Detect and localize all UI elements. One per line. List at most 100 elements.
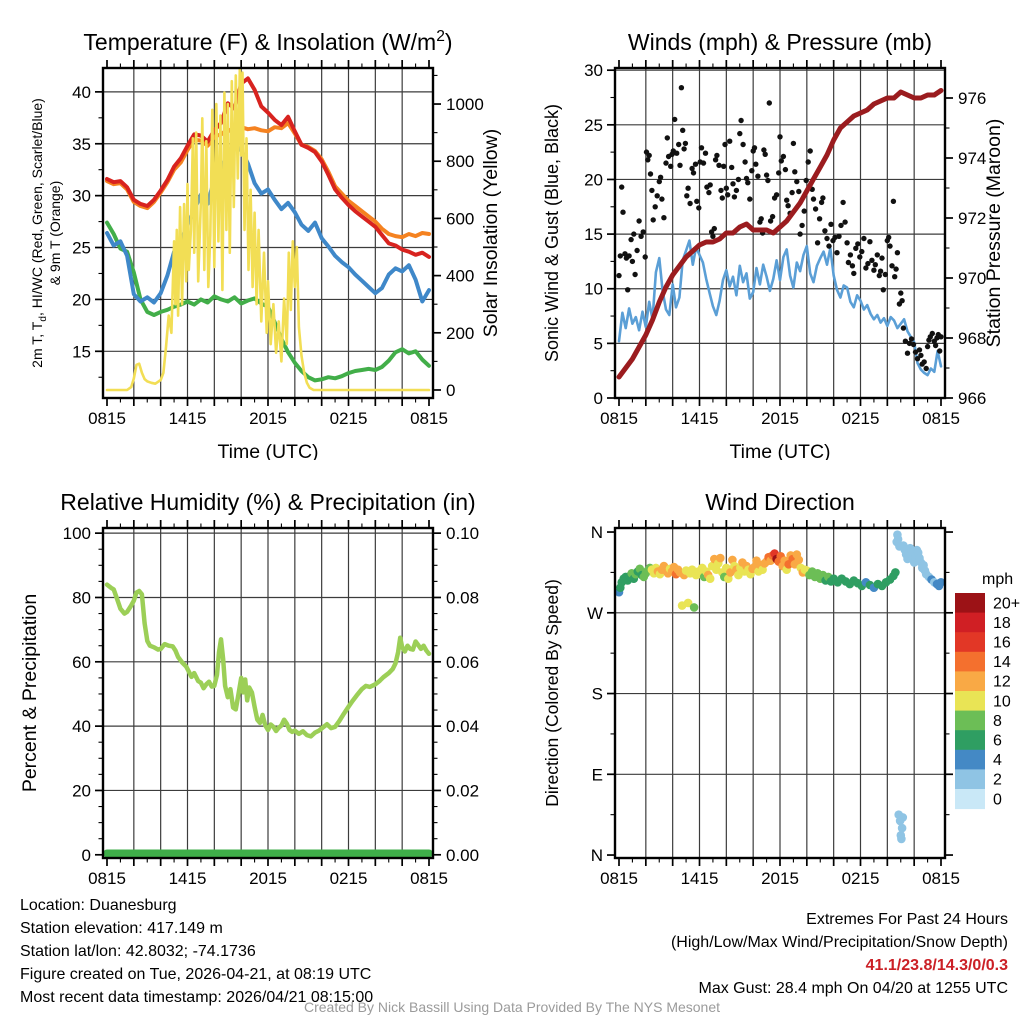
dot-wind-gust [753, 161, 759, 167]
dot-wind-gust [898, 290, 904, 296]
dot-wind-gust [647, 171, 654, 177]
dot-wind-gust [861, 235, 867, 242]
dot-wind-gust [801, 208, 807, 214]
dot-wind-gust [932, 342, 939, 349]
dot-wind-gust [678, 85, 685, 91]
dot-wind-direction-dots [897, 823, 907, 833]
x-tick-label: 2015 [761, 409, 799, 428]
dot-wind-gust [918, 352, 924, 359]
dot-wind-gust [674, 150, 680, 156]
dot-wind-gust [694, 198, 700, 204]
colorbar-label: 20+ [993, 595, 1020, 612]
chart-title: Relative Humidity (%) & Precipitation (i… [60, 489, 475, 515]
winds-pressure-chart: 0815 1415 2015 0215 081505101520253096696897… [542, 29, 1005, 460]
dot-wind-gust [681, 146, 687, 152]
dot-wind-gust [865, 260, 871, 267]
y2-tick-label: 200 [446, 324, 474, 343]
dot-wind-gust [908, 336, 915, 342]
dot-wind-gust [707, 182, 713, 188]
y-tick-label: 15 [584, 225, 603, 244]
dot-wind-gust [664, 135, 670, 141]
x-tick-label: 0815 [88, 869, 126, 888]
dot-wind-gust [761, 147, 767, 153]
x-tick-label: 1415 [681, 869, 719, 888]
y2-tick-label: 0.00 [446, 846, 479, 865]
dot-wind-gust [640, 229, 646, 235]
dot-wind-gust [766, 100, 772, 106]
humidity-precipitation-chart: 0815 1415 2015 0215 0815 0 20 40 60 80 100 0.00 0.02… [19, 489, 479, 888]
dot-wind-gust [784, 197, 790, 203]
x-tick-label: 0215 [330, 869, 368, 888]
x-tick-label: 0815 [922, 409, 960, 428]
dot-wind-gust [867, 239, 873, 245]
colorbar-label: 8 [993, 713, 1002, 730]
dot-wind-gust [797, 231, 803, 237]
x-tick-label: 1415 [169, 869, 207, 888]
dot-wind-gust [887, 243, 893, 249]
dot-wind-gust [921, 359, 927, 365]
dot-wind-gust [710, 233, 716, 239]
dot-wind-gust [626, 253, 632, 259]
temperature-insolation-chart: 0815 1415 2015 0215 081515202530354002004006… [29, 28, 502, 460]
x-axis-label: Time (UTC) [217, 441, 318, 460]
y-tick-label: 20 [72, 781, 91, 800]
dot-wind-gust [700, 160, 707, 166]
dot-wind-gust [842, 219, 848, 225]
y2-tick-label: 600 [446, 209, 474, 228]
colorbar-swatch [955, 691, 985, 712]
dot-wind-gust [745, 180, 751, 186]
dot-wind-gust [871, 267, 877, 273]
y-axis-label: Direction (Colored By Speed) [542, 579, 562, 807]
dot-wind-gust [747, 196, 753, 202]
dot-wind-gust [869, 257, 875, 263]
x-axis-label: Time (UTC) [729, 441, 830, 460]
dot-wind-gust [622, 251, 628, 257]
dot-wind-gust [840, 199, 846, 206]
colorbar-swatch [955, 789, 985, 810]
y2-tick-label: 966 [958, 389, 986, 408]
dot-wind-gust [692, 161, 699, 167]
y-tick-label: 10 [584, 280, 603, 299]
dot-wind-gust [727, 138, 733, 144]
dot-wind-gust [902, 338, 909, 344]
y-tick-label: S [592, 685, 603, 704]
dot-wind-gust [857, 254, 863, 260]
dot-wind-gust [716, 162, 722, 168]
dot-wind-gust [937, 348, 943, 354]
y-tick-label: 5 [594, 334, 603, 353]
colorbar-swatch [955, 769, 985, 790]
series-temperature-2m [105, 76, 431, 259]
dot-wind-gust [677, 162, 683, 168]
dot-wind-gust [758, 216, 764, 222]
dot-wind-direction-dots [897, 834, 906, 844]
dot-wind-gust [698, 145, 705, 151]
dot-wind-gust [836, 233, 842, 239]
max-gust: Max Gust: 28.4 mph On 04/20 at 1255 UTC [698, 980, 1009, 997]
colorbar-swatch [955, 730, 985, 751]
colorbar-label: 6 [993, 733, 1002, 750]
y-axis-label: Percent & Precipitation [19, 594, 41, 792]
dot-wind-gust [794, 178, 800, 185]
dot-wind-gust [619, 184, 625, 190]
colorbar-swatch [955, 651, 985, 672]
dot-wind-direction-dots [893, 534, 903, 544]
y-tick-label: 30 [584, 61, 603, 80]
colorbar-title: mph [982, 571, 1013, 588]
y-axis-label: & 9m T (Orange) [47, 181, 63, 286]
y2-tick-label: 972 [958, 209, 986, 228]
dot-wind-gust [810, 196, 817, 202]
dot-wind-gust [676, 141, 682, 148]
y-tick-label: W [587, 604, 603, 623]
dot-wind-gust [818, 199, 825, 206]
y2-axis-label: Station Pressure (Maroon) [983, 119, 1005, 348]
chart-title: Temperature (F) & Insolation (W/m2​) [83, 28, 452, 55]
dot-wind-gust [719, 195, 725, 201]
dot-wind-gust [668, 163, 674, 169]
dot-wind-gust [645, 157, 651, 163]
dot-wind-gust [814, 240, 821, 246]
chart-title: Winds (mph) & Pressure (mb) [628, 29, 932, 55]
dot-wind-gust [620, 209, 626, 215]
dot-wind-gust [723, 185, 729, 191]
dot-wind-gust [792, 169, 798, 175]
